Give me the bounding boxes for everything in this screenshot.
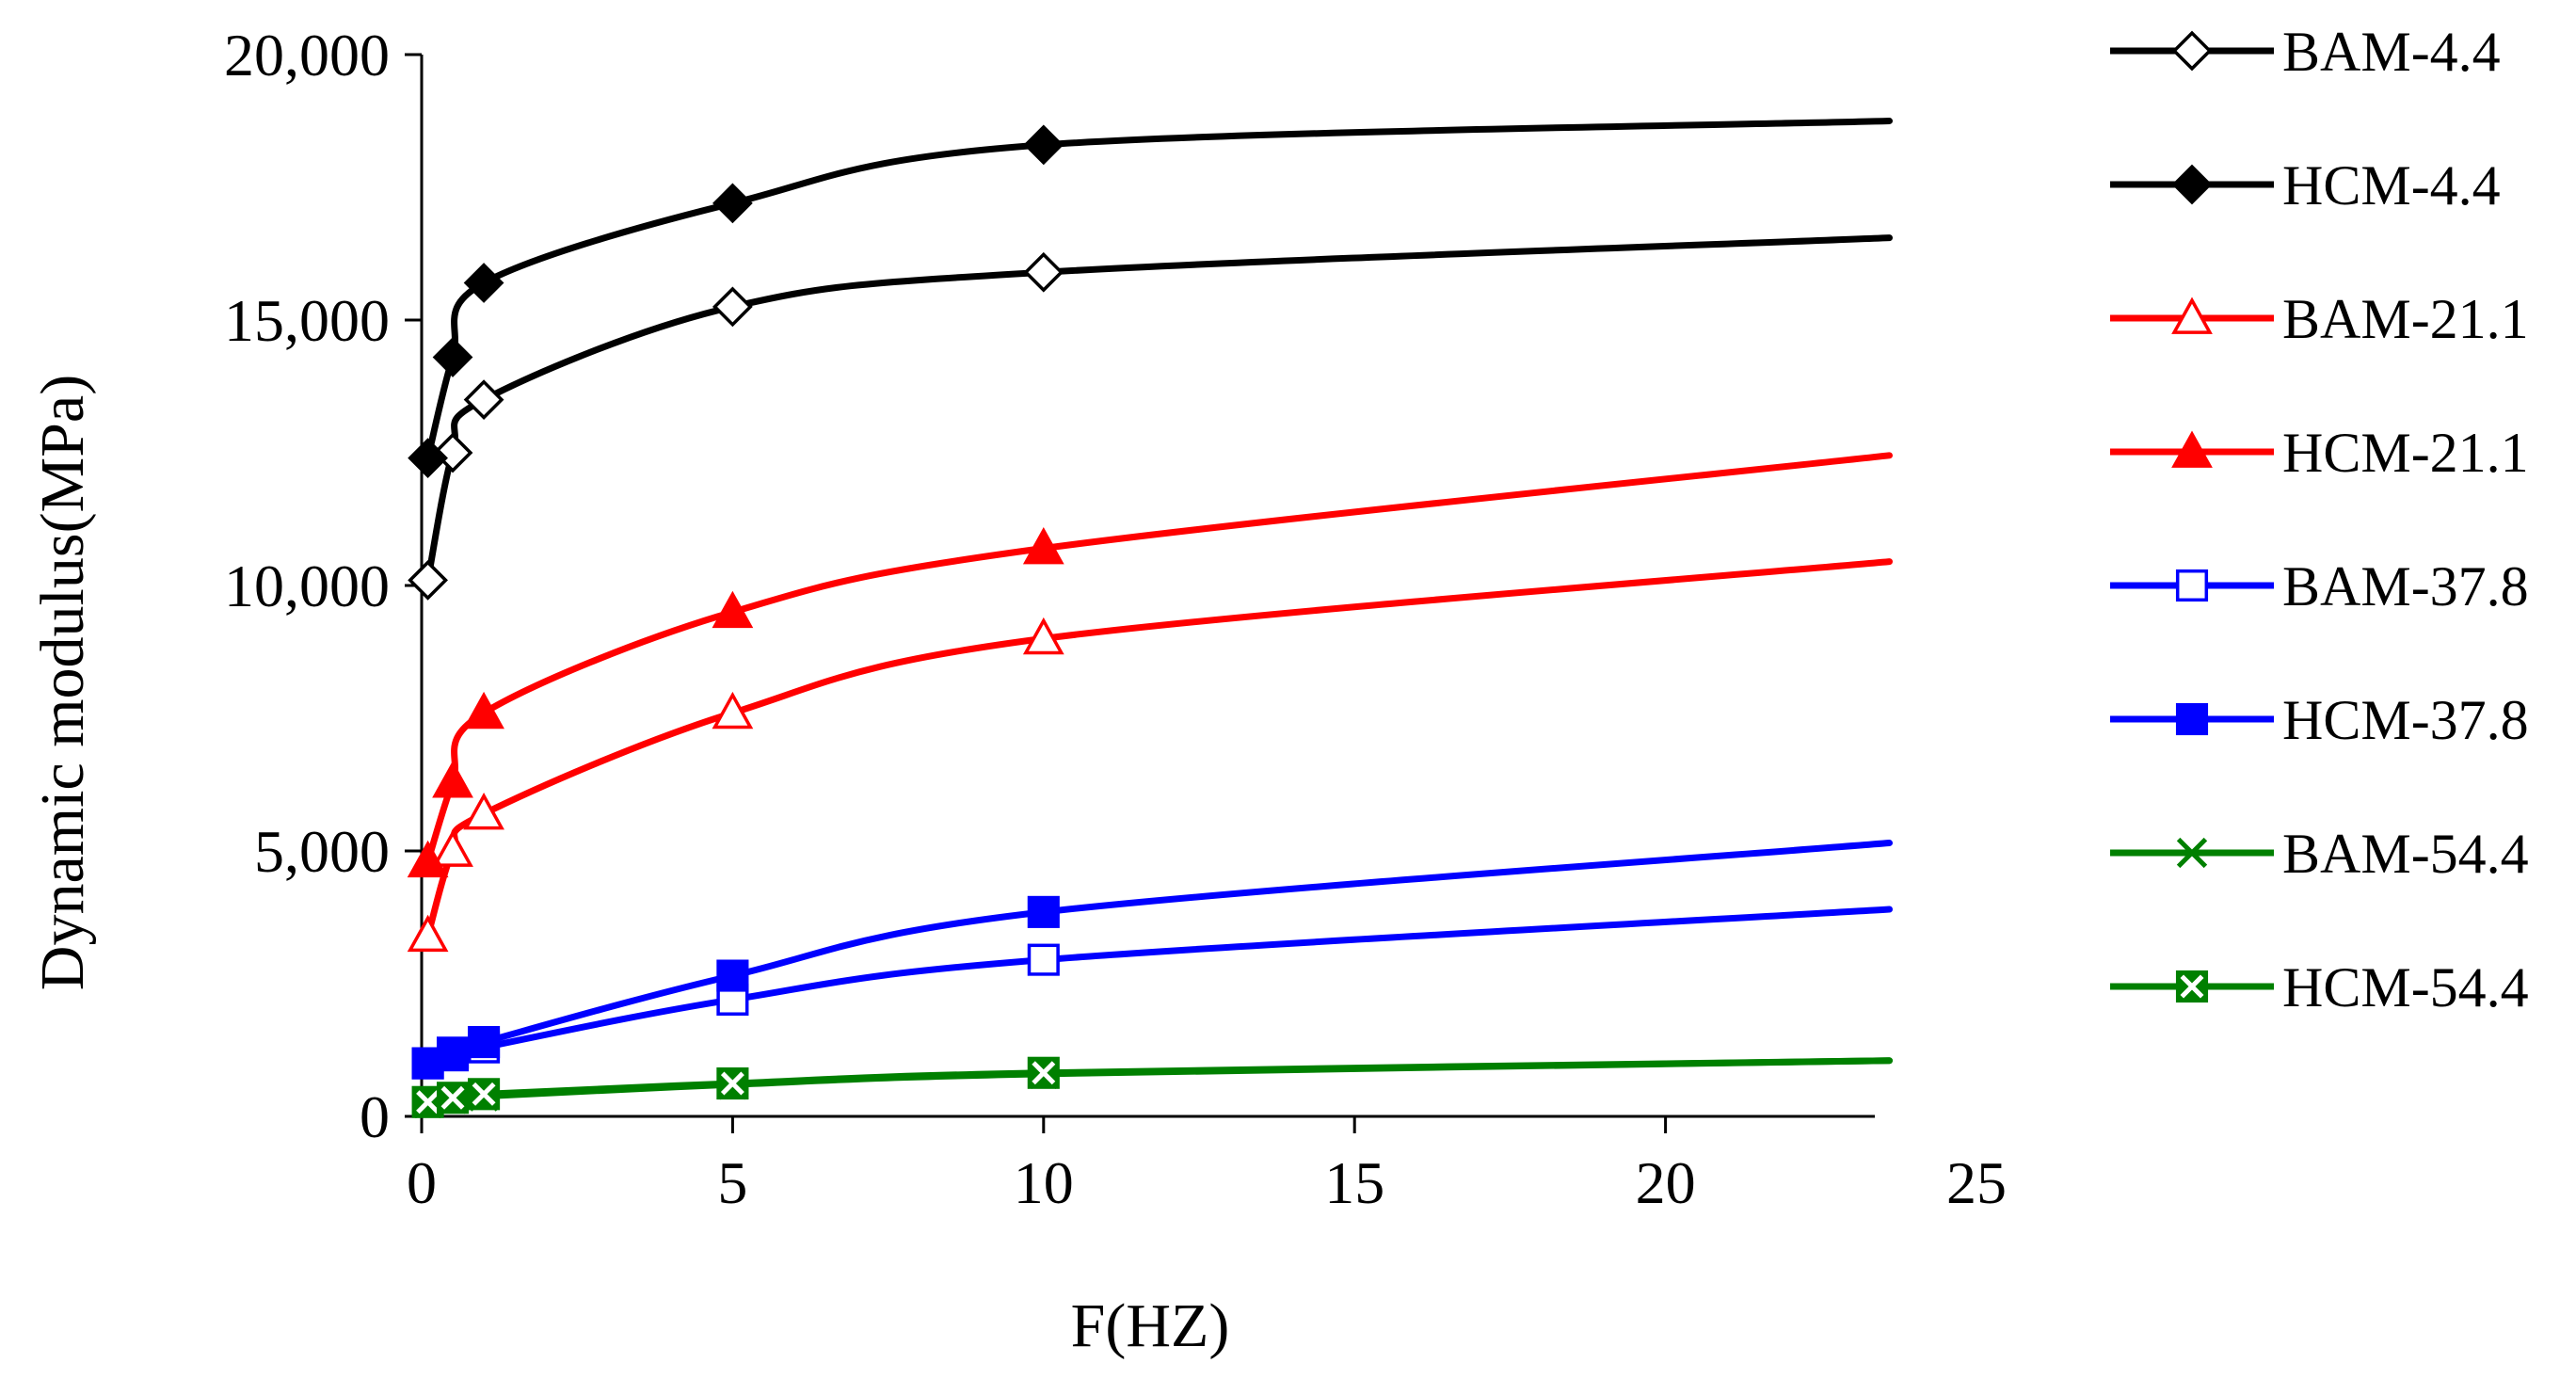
- series-bam-4-4: [408, 234, 1893, 601]
- x-tick-label: 10: [1014, 1149, 1074, 1216]
- data-point: [463, 263, 504, 303]
- x-tick-label: 15: [1324, 1149, 1384, 1216]
- data-point: [436, 1036, 470, 1069]
- x-tick-label: 20: [1636, 1149, 1696, 1216]
- data-point: [2171, 164, 2213, 205]
- data-point: [2176, 837, 2208, 869]
- data-point: [712, 286, 753, 328]
- series-hcm-54-4: [411, 1056, 1893, 1118]
- data-point: [1022, 617, 1064, 655]
- series-hcm-21-1: [407, 452, 1893, 878]
- data-point: [407, 914, 449, 953]
- series-hcm-37-8: [411, 840, 1893, 1080]
- series-line: [424, 118, 1893, 462]
- data-point: [436, 1082, 470, 1114]
- data-point: [712, 183, 753, 224]
- data-point: [432, 337, 473, 377]
- legend-label: HCM-21.1: [2282, 422, 2529, 484]
- legend: BAM-4.4 HCM-4.4 BAM-21.1 HCM-21.1 BAM-37.8 HC…: [2110, 21, 2529, 1018]
- data-point: [432, 761, 473, 798]
- series-bam-37-8: [411, 906, 1893, 1080]
- data-point: [407, 840, 449, 878]
- data-point: [408, 438, 448, 479]
- data-point: [463, 379, 504, 420]
- legend-item: BAM-37.8: [2110, 555, 2529, 617]
- data-point: [2171, 430, 2213, 468]
- legend-label: BAM-37.8: [2282, 555, 2529, 617]
- data-point: [712, 590, 754, 629]
- series-line: [424, 234, 1893, 584]
- series-hcm-4-4: [408, 118, 1893, 479]
- y-tick-label: 15,000: [224, 287, 390, 354]
- series-line: [424, 1057, 1893, 1106]
- data-point: [716, 959, 749, 992]
- data-point: [408, 559, 448, 601]
- legend-item: HCM-21.1: [2110, 422, 2529, 484]
- legend-label: HCM-54.4: [2282, 956, 2529, 1018]
- y-tick-label: 0: [360, 1083, 390, 1150]
- data-point: [468, 1025, 501, 1059]
- series-line: [424, 452, 1893, 865]
- legend-label: BAM-21.1: [2282, 288, 2529, 350]
- x-tick-label: 25: [1946, 1149, 2007, 1216]
- legend-item: BAM-4.4: [2110, 21, 2501, 83]
- x-axis-title: F(HZ): [1071, 1291, 1230, 1360]
- data-point: [1027, 1056, 1060, 1089]
- data-point: [432, 829, 473, 867]
- data-point: [1027, 943, 1060, 976]
- data-point: [1027, 895, 1060, 928]
- data-point: [1023, 124, 1064, 166]
- legend-item: HCM-4.4: [2110, 154, 2501, 216]
- y-axis-title: Dynamic modulus(MPa): [28, 375, 97, 990]
- data-point: [468, 1078, 501, 1111]
- series-layer: [407, 118, 1893, 1119]
- data-point: [463, 793, 504, 830]
- legend-label: HCM-37.8: [2282, 689, 2529, 751]
- data-point: [2171, 297, 2213, 334]
- legend-item: BAM-21.1: [2110, 288, 2529, 350]
- x-tick-label: 5: [717, 1149, 747, 1216]
- series-line: [424, 1057, 1893, 1107]
- y-tick-label: 10,000: [224, 553, 390, 619]
- data-point: [2171, 30, 2213, 72]
- data-point: [1022, 527, 1064, 565]
- legend-item: BAM-54.4: [2110, 823, 2529, 885]
- data-point: [712, 691, 754, 730]
- axes: 0 5,000 10,000 15,000 20,000 0 5 10 15 20 25: [224, 22, 2007, 1216]
- series-bam-21-1: [407, 558, 1893, 953]
- data-point: [716, 1066, 749, 1100]
- x-tick-label: 0: [407, 1149, 437, 1216]
- data-point: [463, 691, 504, 730]
- legend-label: HCM-4.4: [2282, 154, 2501, 216]
- data-point: [1023, 251, 1064, 293]
- y-tick-label: 20,000: [224, 22, 390, 88]
- legend-item: HCM-37.8: [2110, 689, 2529, 751]
- series-line: [424, 906, 1893, 1067]
- y-tick-label: 5,000: [254, 818, 390, 885]
- data-point: [2175, 702, 2209, 736]
- data-point: [2175, 970, 2209, 1003]
- data-point: [2175, 569, 2209, 602]
- legend-item: HCM-54.4: [2110, 956, 2529, 1018]
- legend-label: BAM-4.4: [2282, 21, 2501, 83]
- legend-label: BAM-54.4: [2282, 823, 2529, 885]
- series-line: [424, 558, 1893, 939]
